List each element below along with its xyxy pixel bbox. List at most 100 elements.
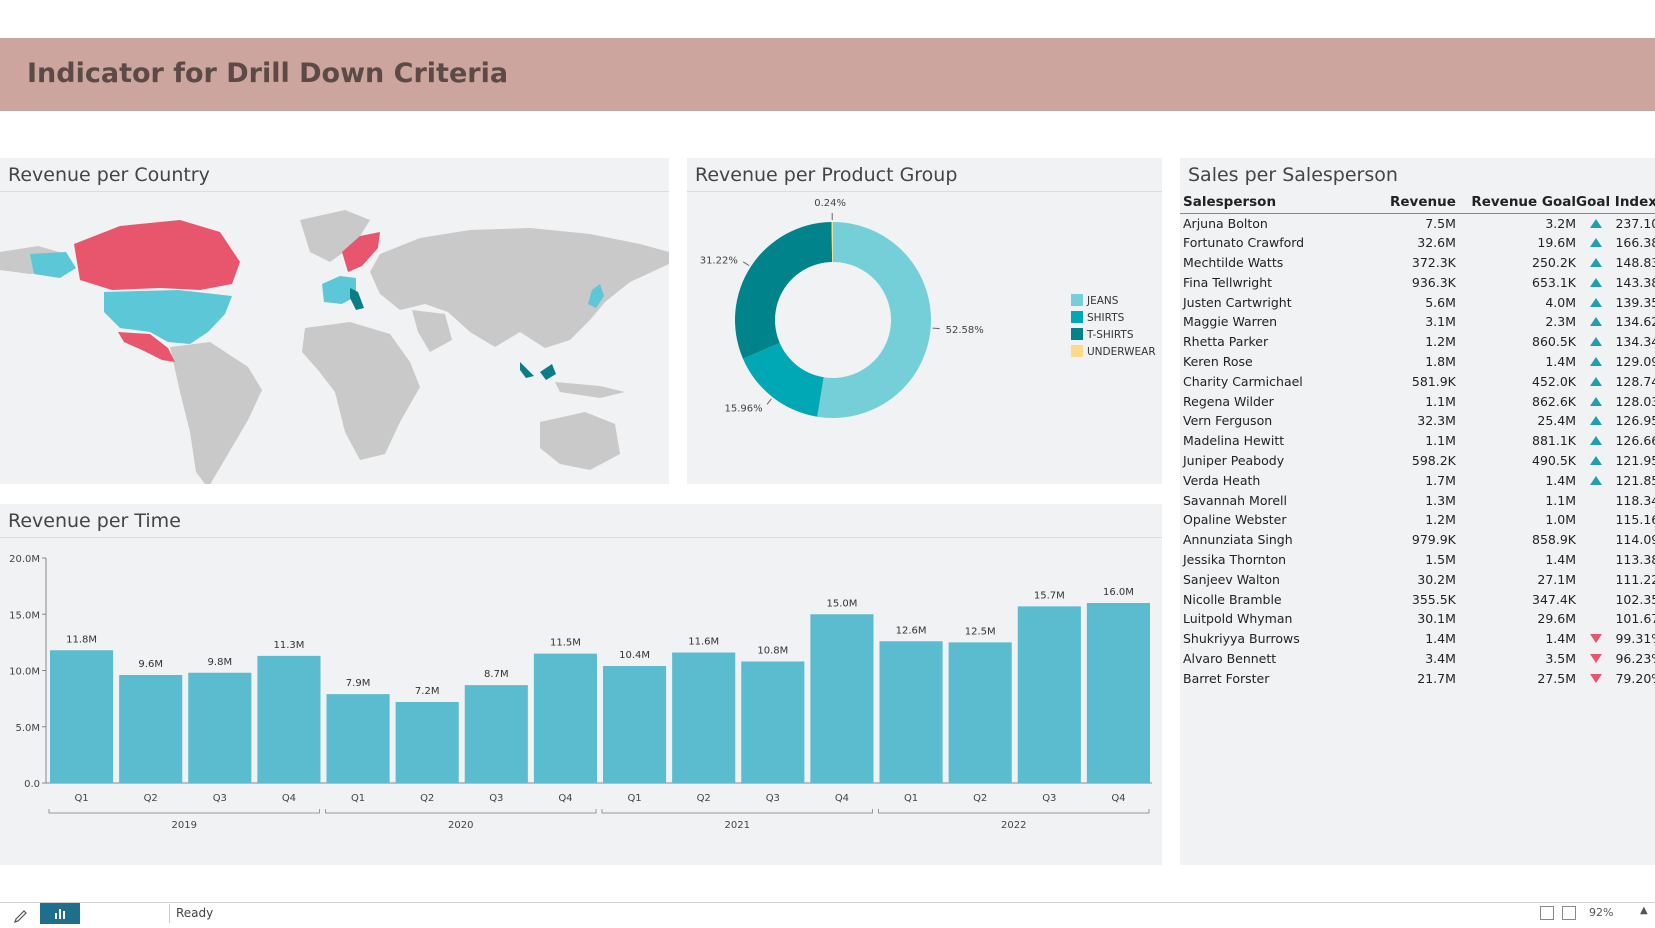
revenue-goal-cell: 2.3M (1456, 312, 1576, 332)
goal-indicator-cell (1576, 431, 1615, 451)
bar-1[interactable] (119, 675, 182, 783)
revenue-goal-cell: 4.0M (1456, 292, 1576, 312)
bar-value-label: 11.8M (66, 634, 97, 645)
zoom-level[interactable]: 92% (1589, 906, 1613, 919)
up-triangle-icon (1590, 219, 1602, 228)
x-tick-label: Q1 (627, 793, 641, 804)
x-tick-label: Q3 (766, 793, 780, 804)
bar-value-label: 9.8M (208, 657, 233, 668)
revenue-goal-cell: 1.4M (1456, 470, 1576, 490)
down-triangle-icon (1590, 654, 1602, 663)
bar-8[interactable] (603, 666, 666, 783)
goal-index-cell: 113.38% (1615, 550, 1655, 570)
sales-per-salesperson-panel[interactable]: Sales per Salesperson Salesperson Revenu… (1180, 158, 1655, 865)
dashboard-header: Indicator for Drill Down Criteria (0, 38, 1655, 111)
goal-index-cell: 134.34% (1615, 332, 1655, 352)
bar-3[interactable] (257, 656, 320, 783)
donut-slice-t-shirts[interactable] (735, 222, 832, 359)
revenue-cell: 1.7M (1369, 470, 1456, 490)
south-america-shape (170, 342, 262, 484)
full-screen-icon[interactable] (1562, 906, 1576, 920)
donut-slice-jeans[interactable] (817, 222, 931, 418)
column-header-revenue-goal[interactable]: Revenue Goal (1456, 192, 1576, 213)
product-group-donut-chart[interactable]: 52.58%15.96%31.22%0.24%JEANSSHIRTST-SHIR… (687, 192, 1162, 484)
legend-label-shirts[interactable]: SHIRTS (1087, 312, 1125, 324)
bar-7[interactable] (534, 654, 597, 783)
status-bar: Ready 92% ▲ (0, 902, 1655, 923)
column-header-goal-index[interactable]: Goal Index↓ (1576, 192, 1655, 213)
revenue-per-product-group-panel[interactable]: Revenue per Product Group 52.58%15.96%31… (687, 158, 1162, 484)
salesperson-name-cell: Shukriyya Burrows (1180, 629, 1369, 649)
fit-page-icon[interactable] (1540, 906, 1554, 920)
bar-12[interactable] (880, 641, 943, 783)
revenue-cell: 30.2M (1369, 569, 1456, 589)
eurasia-shape (370, 228, 669, 348)
bar-0[interactable] (50, 650, 113, 783)
bar-13[interactable] (949, 642, 1012, 783)
bar-6[interactable] (465, 685, 528, 783)
up-triangle-icon (1590, 456, 1602, 465)
revenue-goal-cell: 862.6K (1456, 391, 1576, 411)
salesperson-table[interactable]: Salesperson Revenue Revenue Goal Goal In… (1180, 192, 1655, 688)
bar-value-label: 7.2M (415, 686, 440, 697)
pencil-icon[interactable] (8, 906, 32, 923)
legend-label-t-shirts[interactable]: T-SHIRTS (1086, 329, 1134, 341)
legend-label-jeans[interactable]: JEANS (1086, 295, 1119, 307)
x-tick-label: Q2 (144, 793, 158, 804)
bar-10[interactable] (741, 662, 804, 784)
up-triangle-icon (1590, 298, 1602, 307)
bar-5[interactable] (396, 702, 459, 783)
bar-11[interactable] (810, 614, 873, 783)
bar-15[interactable] (1087, 603, 1150, 783)
column-header-revenue[interactable]: Revenue (1369, 192, 1456, 213)
bar-4[interactable] (327, 694, 390, 783)
revenue-cell: 372.3K (1369, 253, 1456, 273)
revenue-goal-cell: 27.1M (1456, 569, 1576, 589)
legend-label-underwear[interactable]: UNDERWEAR (1087, 346, 1156, 358)
revenue-goal-cell: 452.0K (1456, 371, 1576, 391)
column-header-salesperson[interactable]: Salesperson (1180, 192, 1369, 213)
world-map[interactable] (0, 192, 669, 484)
up-triangle-icon (1590, 357, 1602, 366)
revenue-cell: 1.5M (1369, 550, 1456, 570)
y-tick-label: 10.0M (9, 667, 40, 678)
chart-view-button[interactable] (40, 903, 80, 924)
revenue-cell: 5.6M (1369, 292, 1456, 312)
revenue-per-country-panel[interactable]: Revenue per Country (0, 158, 669, 484)
bar-2[interactable] (188, 673, 251, 783)
bar-9[interactable] (672, 653, 735, 784)
zoom-caret-icon[interactable]: ▲ (1640, 905, 1648, 916)
goal-indicator-cell (1576, 352, 1615, 372)
revenue-cell: 581.9K (1369, 371, 1456, 391)
bar-value-label: 12.5M (965, 626, 996, 637)
bar-14[interactable] (1018, 606, 1081, 783)
revenue-per-time-bar-chart[interactable]: 0.05.0M10.0M15.0M20.0M11.8MQ19.6MQ29.8MQ… (0, 538, 1162, 865)
salesperson-name-cell: Rhetta Parker (1180, 332, 1369, 352)
